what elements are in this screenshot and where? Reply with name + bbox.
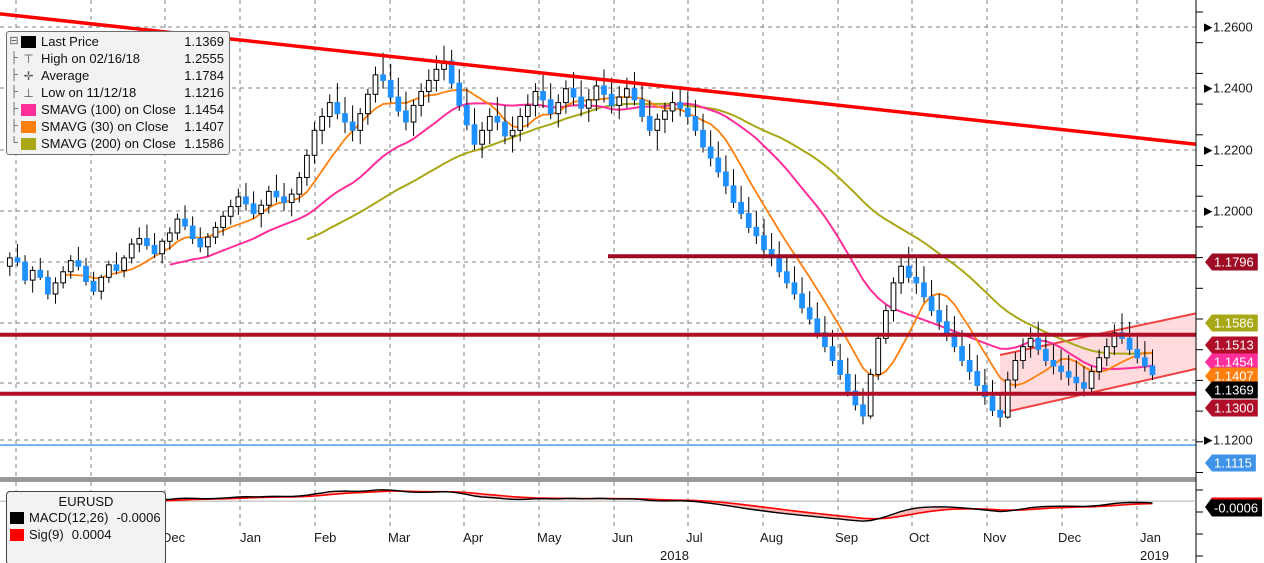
resistance-1513: 1.1513 <box>1205 336 1258 354</box>
smavg30-badge: 1.1407 <box>1205 367 1258 385</box>
macd-legend-title: EURUSD <box>58 494 114 509</box>
legend-color-swatch <box>21 120 36 133</box>
average-marker-icon: ✛ <box>23 68 34 83</box>
legend-label: Last Price <box>41 34 99 49</box>
legend-row-smavg-200[interactable]: └ SMAVG (200) on Close 1.1586 <box>7 135 229 152</box>
tree-node-icon[interactable]: ├ <box>10 103 18 115</box>
price-legend[interactable]: ⊟ Last Price 1.1369 ├ ⊤ High on 02/16/18 1.255… <box>6 31 230 155</box>
horizontal-level-lines <box>0 254 1196 446</box>
price-tick-label: 1.2600 ▶ <box>1204 19 1253 35</box>
legend-label: Low on 11/12/18 <box>41 85 137 100</box>
macd-legend-label: Sig(9) <box>29 527 64 542</box>
tick-arrow-icon: ▶ <box>1204 82 1213 95</box>
month-label: May <box>537 530 562 545</box>
month-label: Aug <box>760 530 784 545</box>
legend-row-average[interactable]: ├ ✛ Average 1.1784 <box>7 67 229 84</box>
macd-legend-label: MACD(12,26) <box>29 510 109 525</box>
legend-value: 1.2555 <box>184 51 224 66</box>
macd-legend-row-signal-line[interactable]: Sig(9) 0.0004 <box>7 526 165 543</box>
macd-legend-value: 0.0004 <box>71 527 112 542</box>
legend-value: 1.1784 <box>184 68 224 83</box>
support-1300: 1.1300 <box>1205 399 1258 417</box>
legend-row-smavg-30[interactable]: ├ SMAVG (30) on Close 1.1407 <box>7 118 229 135</box>
macd-legend-value: -0.0006 <box>116 510 161 525</box>
month-label: Apr <box>463 530 484 545</box>
month-label: Dec <box>162 530 186 545</box>
high-marker-icon: ⊤ <box>23 51 34 66</box>
macd-legend-row-macd-line[interactable]: MACD(12,26) -0.0006 <box>7 509 165 526</box>
legend-color-swatch <box>21 137 36 150</box>
month-label: Oct <box>909 530 930 545</box>
resistance-1796: 1.1796 <box>1205 253 1258 271</box>
legend-label: SMAVG (100) on Close <box>41 102 176 117</box>
month-label: Sep <box>835 530 859 545</box>
legend-value: 1.1407 <box>184 119 224 134</box>
candlestick-series <box>6 45 1156 428</box>
macd-legend[interactable]: EURUSD MACD(12,26) -0.0006 Sig(9) 0.0004 <box>6 491 166 563</box>
tree-node-icon[interactable]: ├ <box>10 52 18 64</box>
legend-value: 1.1454 <box>184 102 224 117</box>
legend-label: SMAVG (200) on Close <box>41 136 176 151</box>
legend-label: Average <box>41 68 90 83</box>
tree-node-icon[interactable]: └ <box>10 137 18 149</box>
axis-tick-marks <box>1196 11 1203 557</box>
legend-row-high[interactable]: ├ ⊤ High on 02/16/18 1.2555 <box>7 50 229 67</box>
year-label: 2018 <box>660 548 689 563</box>
low-marker-icon: ⊥ <box>23 85 34 100</box>
smavg-200-line <box>306 102 1153 355</box>
tick-arrow-icon: ▶ <box>1204 144 1213 157</box>
tree-node-icon[interactable]: ├ <box>10 86 18 98</box>
legend-color-swatch <box>21 35 36 48</box>
legend-row-smavg-100[interactable]: ├ SMAVG (100) on Close 1.1454 <box>7 101 229 118</box>
smavg200-badge: 1.1586 <box>1205 314 1258 332</box>
tree-node-icon[interactable]: ├ <box>10 69 18 81</box>
month-label: Dec <box>1058 530 1082 545</box>
month-label: Feb <box>314 530 337 545</box>
macd-color-swatch <box>10 511 24 524</box>
legend-label: High on 02/16/18 <box>41 51 141 66</box>
legend-color-swatch <box>21 103 36 116</box>
legend-value: 1.1369 <box>184 34 224 49</box>
price-tick-label: 1.1200 ▶ <box>1204 432 1253 448</box>
legend-value: 1.1586 <box>184 136 224 151</box>
month-label: Jan <box>1140 530 1161 545</box>
month-label: Jul <box>686 530 703 545</box>
tick-arrow-icon: ▶ <box>1204 434 1213 447</box>
smavg-30-line <box>63 88 1153 387</box>
month-label: Jun <box>612 530 633 545</box>
month-label: Nov <box>983 530 1007 545</box>
tick-arrow-icon: ▶ <box>1204 205 1213 218</box>
month-label: Mar <box>388 530 411 545</box>
tick-arrow-icon: ▶ <box>1204 21 1213 34</box>
panel-divider <box>0 477 1196 482</box>
tree-node-icon[interactable]: ⊟ <box>9 35 19 47</box>
macd-color-swatch <box>10 528 24 541</box>
macd-series <box>0 489 1196 522</box>
price-tick-label: 1.2000 ▶ <box>1204 203 1253 219</box>
year-label: 2019 <box>1140 548 1169 563</box>
legend-value: 1.1216 <box>184 85 224 100</box>
legend-row-last-price[interactable]: ⊟ Last Price 1.1369 <box>7 33 229 50</box>
legend-row-low[interactable]: ├ ⊥ Low on 11/12/18 1.1216 <box>7 84 229 101</box>
month-label: Jan <box>240 530 261 545</box>
macd-value-badge: -0.0006 <box>1205 497 1263 517</box>
tree-node-icon[interactable]: ├ <box>10 120 18 132</box>
smavg100-badge: 1.1454 <box>1205 353 1258 371</box>
price-tick-label: 1.2200 ▶ <box>1204 142 1253 158</box>
legend-label: SMAVG (30) on Close <box>41 119 169 134</box>
last-price-badge: 1.1369 <box>1205 381 1258 399</box>
price-tick-label: 1.2400 ▶ <box>1204 80 1253 96</box>
blue-level-badge: 1.1115 <box>1205 454 1256 472</box>
